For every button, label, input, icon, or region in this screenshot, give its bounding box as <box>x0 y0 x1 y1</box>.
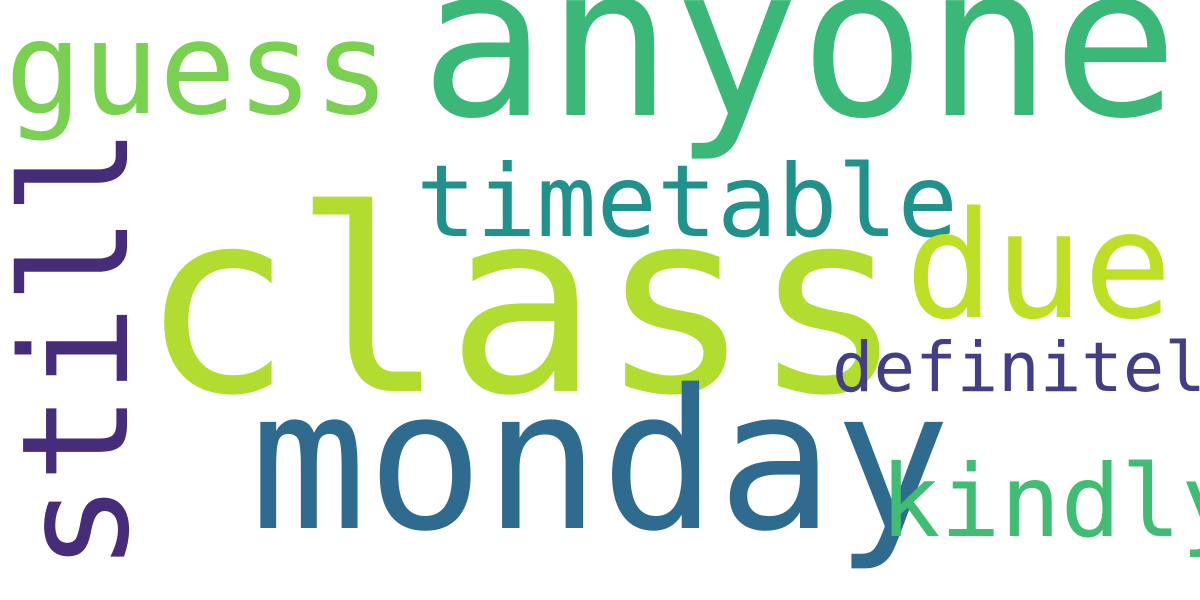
word-definitely: definitely <box>832 328 1200 408</box>
word-guess: guess <box>5 0 391 144</box>
word-kindly: kindly <box>880 443 1200 560</box>
word-still: still <box>0 126 162 572</box>
word-timetable: timetable <box>416 143 958 260</box>
word-class: class <box>140 155 905 451</box>
word-monday: monday <box>250 348 951 574</box>
word-due: due <box>905 180 1173 352</box>
word-anyone: anyone <box>420 0 1179 165</box>
